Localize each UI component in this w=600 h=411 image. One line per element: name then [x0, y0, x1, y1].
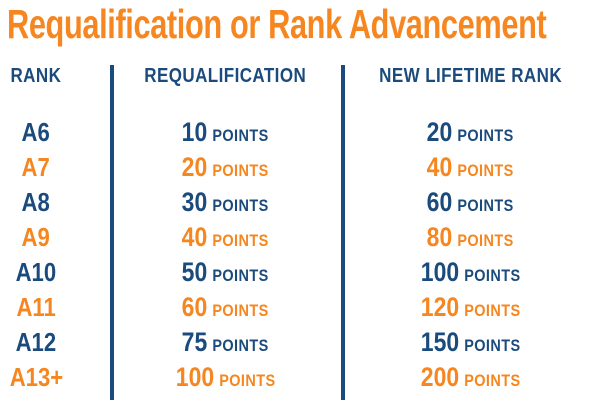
- requalification-cell: 50 POINTS: [110, 257, 341, 288]
- new-lifetime-rank-cell: 120 POINTS: [341, 292, 600, 323]
- points-label: POINTS: [212, 161, 269, 180]
- page-title: Requalification or Rank Advancement: [7, 1, 547, 47]
- points-label: POINTS: [457, 196, 514, 215]
- new-lifetime-rank-cell: 200 POINTS: [341, 362, 600, 393]
- points-label: POINTS: [457, 161, 514, 180]
- points-label: POINTS: [464, 301, 521, 320]
- requalification-cell: 10 POINTS: [110, 117, 341, 148]
- requalification-cell: 60 POINTS: [110, 292, 341, 323]
- table-body: A6 10 POINTS 20 POINTS A7 20 POINTS 40 POINT…: [0, 115, 600, 395]
- requalification-points-value: 20: [182, 152, 208, 182]
- requalification-cell: 40 POINTS: [110, 222, 341, 253]
- points-label: POINTS: [212, 336, 269, 355]
- table-row: A11 60 POINTS 120 POINTS: [0, 290, 600, 325]
- points-label: POINTS: [212, 196, 269, 215]
- requalification-cell: 20 POINTS: [110, 152, 341, 183]
- table-row: A7 20 POINTS 40 POINTS: [0, 150, 600, 185]
- rank-cell: A10: [0, 257, 110, 288]
- new-lifetime-points-value: 60: [427, 187, 453, 217]
- points-label: POINTS: [212, 266, 269, 285]
- rank-label: A13+: [9, 362, 63, 392]
- new-lifetime-rank-cell: 40 POINTS: [341, 152, 600, 183]
- requalification-points-value: 30: [182, 187, 208, 217]
- rank-cell: A9: [0, 222, 110, 253]
- table-header-row: RANK REQUALIFICATION NEW LIFETIME RANK: [0, 62, 600, 90]
- new-lifetime-points-value: 100: [420, 257, 459, 287]
- points-label: POINTS: [464, 336, 521, 355]
- requalification-points-value: 60: [182, 292, 208, 322]
- rank-label: A6: [21, 117, 51, 147]
- rank-label: A10: [15, 257, 57, 287]
- table-row: A10 50 POINTS 100 POINTS: [0, 255, 600, 290]
- rank-cell: A12: [0, 327, 110, 358]
- points-label: POINTS: [212, 231, 269, 250]
- header-new-lifetime-rank: NEW LIFETIME RANK: [379, 64, 562, 87]
- requalification-points-value: 100: [175, 362, 214, 392]
- points-label: POINTS: [219, 371, 276, 390]
- new-lifetime-rank-cell: 20 POINTS: [341, 117, 600, 148]
- new-lifetime-points-value: 80: [427, 222, 453, 252]
- rank-label: A12: [15, 327, 57, 357]
- table-row: A6 10 POINTS 20 POINTS: [0, 115, 600, 150]
- rank-cell: A6: [0, 117, 110, 148]
- table-row: A12 75 POINTS 150 POINTS: [0, 325, 600, 360]
- requalification-cell: 100 POINTS: [110, 362, 341, 393]
- header-requalification: REQUALIFICATION: [144, 64, 307, 87]
- rank-label: A7: [21, 152, 51, 182]
- points-label: POINTS: [457, 231, 514, 250]
- new-lifetime-rank-cell: 150 POINTS: [341, 327, 600, 358]
- rank-cell: A8: [0, 187, 110, 218]
- new-lifetime-points-value: 40: [427, 152, 453, 182]
- rank-label: A11: [16, 292, 56, 322]
- new-lifetime-rank-cell: 100 POINTS: [341, 257, 600, 288]
- new-lifetime-points-value: 120: [420, 292, 459, 322]
- points-label: POINTS: [457, 126, 514, 145]
- requalification-points-value: 50: [182, 257, 208, 287]
- table-row: A9 40 POINTS 80 POINTS: [0, 220, 600, 255]
- rank-label: A8: [21, 187, 51, 217]
- points-label: POINTS: [212, 126, 269, 145]
- column-divider-right: [341, 65, 345, 400]
- new-lifetime-points-value: 200: [420, 362, 459, 392]
- requalification-points-value: 40: [182, 222, 208, 252]
- column-divider-left: [110, 65, 114, 400]
- new-lifetime-rank-cell: 80 POINTS: [341, 222, 600, 253]
- new-lifetime-points-value: 150: [420, 327, 459, 357]
- points-label: POINTS: [464, 266, 521, 285]
- rank-cell: A11: [0, 292, 110, 323]
- table-row: A8 30 POINTS 60 POINTS: [0, 185, 600, 220]
- requalification-cell: 30 POINTS: [110, 187, 341, 218]
- new-lifetime-rank-cell: 60 POINTS: [341, 187, 600, 218]
- rank-cell: A13+: [0, 362, 110, 393]
- requalification-points-value: 10: [182, 117, 208, 147]
- points-label: POINTS: [212, 301, 269, 320]
- rank-label: A9: [21, 222, 51, 252]
- requalification-points-value: 75: [182, 327, 208, 357]
- new-lifetime-points-value: 20: [427, 117, 453, 147]
- table-row: A13+ 100 POINTS 200 POINTS: [0, 360, 600, 395]
- header-rank: RANK: [10, 64, 62, 87]
- requalification-cell: 75 POINTS: [110, 327, 341, 358]
- points-label: POINTS: [464, 371, 521, 390]
- rank-cell: A7: [0, 152, 110, 183]
